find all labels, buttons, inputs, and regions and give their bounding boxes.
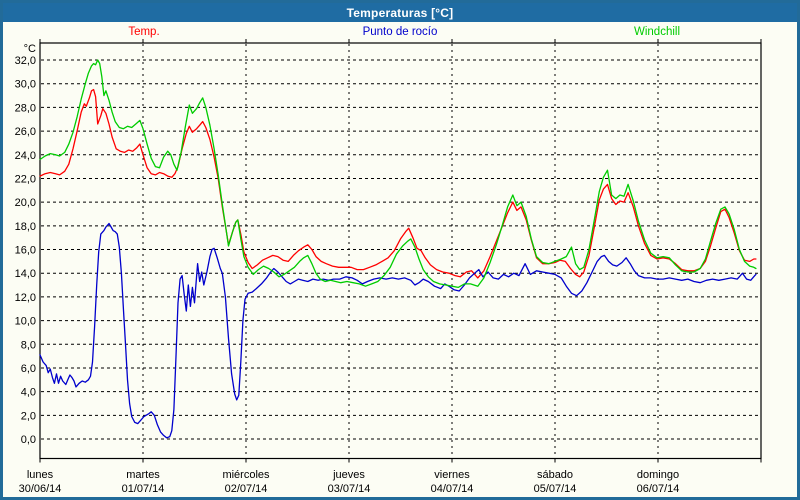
y-tick-label: 16,0 (15, 245, 36, 257)
y-tick-label: 26,0 (15, 126, 36, 138)
window-titlebar[interactable]: Temperaturas [°C] (3, 3, 797, 22)
series-line-dew-point (39, 222, 757, 439)
y-tick-label: 10,0 (15, 316, 36, 328)
x-day-date-label: 02/07/14 (225, 483, 268, 495)
window-title: Temperaturas [°C] (346, 5, 454, 20)
y-tick-label: 2,0 (21, 410, 36, 422)
legend-item-windchill: Windchill (633, 26, 681, 38)
y-tick-label: 0,0 (21, 434, 36, 446)
x-day-date-label: 05/07/14 (534, 483, 577, 495)
y-tick-label: 8,0 (21, 339, 36, 351)
x-day-name-label: martes (126, 469, 160, 481)
series-line-temp (39, 88, 757, 279)
x-day-date-label: 01/07/14 (122, 483, 165, 495)
x-day-date-label: 30/06/14 (19, 483, 62, 495)
y-tick-label: 18,0 (15, 221, 36, 233)
x-day-name-label: jueves (332, 469, 365, 481)
y-tick-label: 28,0 (15, 102, 36, 114)
temperature-chart: °C32,0 30,0 28,0 26,0 24,0 22,0 20,0 18,0 16,0 14… (15, 39, 762, 495)
series-line-windchill (39, 59, 757, 289)
y-axis-unit-label: °C (24, 43, 36, 55)
y-tick-label: 6,0 (21, 363, 36, 375)
y-tick-label: 32,0 (15, 55, 36, 67)
x-day-date-label: 06/07/14 (637, 483, 680, 495)
plot-frame (39, 42, 762, 460)
x-day-name-label: miércoles (222, 469, 270, 481)
x-day-name-label: viernes (434, 469, 470, 481)
x-day-name-label: lunes (27, 469, 54, 481)
y-tick-label: 14,0 (15, 268, 36, 280)
y-tick-label: 24,0 (15, 150, 36, 162)
x-day-date-label: 03/07/14 (328, 483, 371, 495)
x-day-name-label: domingo (637, 469, 679, 481)
y-tick-label: 4,0 (21, 387, 36, 399)
legend-item-temp: Temp. (128, 26, 160, 38)
x-day-date-label: 04/07/14 (431, 483, 474, 495)
y-tick-label: 30,0 (15, 79, 36, 91)
y-tick-label: 12,0 (15, 292, 36, 304)
y-tick-label: 22,0 (15, 173, 36, 185)
legend-item-dew-point: Punto de rocío (362, 26, 438, 38)
x-day-name-label: sábado (537, 469, 573, 481)
y-tick-label: 20,0 (15, 197, 36, 209)
